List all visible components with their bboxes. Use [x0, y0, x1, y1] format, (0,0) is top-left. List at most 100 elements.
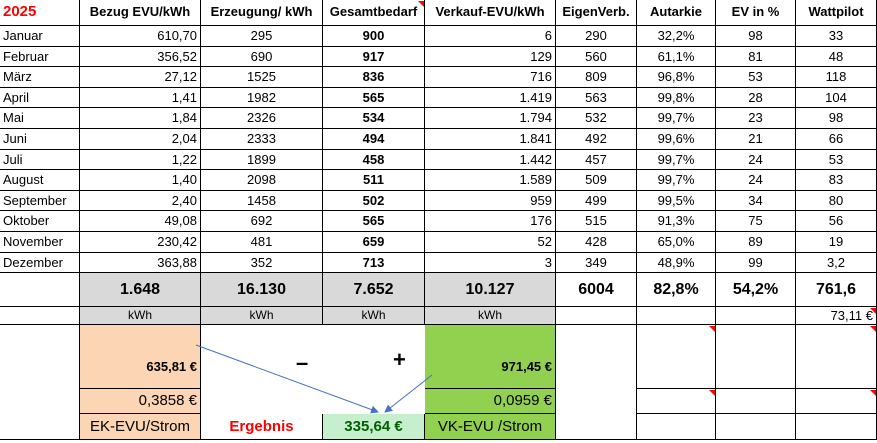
- header-bezug[interactable]: Bezug EVU/kWh: [80, 0, 201, 26]
- units-label-cell[interactable]: [0, 307, 80, 325]
- unit-erzeugung[interactable]: kWh: [201, 307, 323, 325]
- cell-eigen[interactable]: 457: [556, 150, 637, 170]
- summary-empty[interactable]: [716, 389, 796, 414]
- header-eigenverb[interactable]: EigenVerb.: [556, 0, 637, 26]
- cell-ev[interactable]: 98: [716, 26, 796, 47]
- cell-autarkie[interactable]: 99,7%: [637, 150, 716, 170]
- summary-empty[interactable]: [637, 389, 716, 414]
- summary-empty[interactable]: [716, 414, 796, 440]
- cell-erzeugung[interactable]: 2326: [201, 108, 323, 129]
- unit-bedarf[interactable]: kWh: [323, 307, 425, 325]
- cell-autarkie[interactable]: 99,7%: [637, 108, 716, 129]
- ek-price[interactable]: 0,3858 €: [80, 389, 201, 414]
- cell-ev[interactable]: 89: [716, 232, 796, 253]
- cell-autarkie[interactable]: 61,1%: [637, 47, 716, 67]
- cell-erzeugung[interactable]: 1899: [201, 150, 323, 170]
- total-bedarf[interactable]: 7.652: [323, 273, 425, 307]
- total-ev[interactable]: 54,2%: [716, 273, 796, 307]
- month-cell[interactable]: September: [0, 191, 80, 211]
- cell-autarkie[interactable]: 96,8%: [637, 67, 716, 88]
- month-cell[interactable]: Januar: [0, 26, 80, 47]
- month-cell[interactable]: Juli: [0, 150, 80, 170]
- cell-watt[interactable]: 3,2: [796, 253, 877, 273]
- month-cell[interactable]: Oktober: [0, 211, 80, 232]
- cell-watt[interactable]: 80: [796, 191, 877, 211]
- cell-erzeugung[interactable]: 1525: [201, 67, 323, 88]
- cell-erzeugung[interactable]: 295: [201, 26, 323, 47]
- cell-bezug[interactable]: 1,22: [80, 150, 201, 170]
- cell-bezug[interactable]: 1,40: [80, 170, 201, 191]
- cell-ev[interactable]: 24: [716, 150, 796, 170]
- header-erzeugung[interactable]: Erzeugung/ kWh: [201, 0, 323, 26]
- cell-autarkie[interactable]: 99,6%: [637, 129, 716, 150]
- cell-erzeugung[interactable]: 481: [201, 232, 323, 253]
- cell-erzeugung[interactable]: 1458: [201, 191, 323, 211]
- cell-bedarf[interactable]: 458: [323, 150, 425, 170]
- ek-amount[interactable]: 635,81 €: [80, 325, 201, 389]
- cell-autarkie[interactable]: 32,2%: [637, 26, 716, 47]
- unit-bezug[interactable]: kWh: [80, 307, 201, 325]
- cell-bezug[interactable]: 2,40: [80, 191, 201, 211]
- cell-ev[interactable]: 23: [716, 108, 796, 129]
- header-wattpilot[interactable]: Wattpilot: [796, 0, 877, 26]
- cell-bedarf[interactable]: 511: [323, 170, 425, 191]
- header-autarkie[interactable]: Autarkie: [637, 0, 716, 26]
- cell-eigen[interactable]: 515: [556, 211, 637, 232]
- unit-wattpilot-euro[interactable]: 73,11 €: [796, 307, 877, 325]
- year-cell[interactable]: 2025: [0, 0, 80, 26]
- cell-ev[interactable]: 81: [716, 47, 796, 67]
- ek-label[interactable]: EK-EVU/Strom: [80, 414, 201, 440]
- summary-empty[interactable]: [796, 325, 877, 389]
- cell-autarkie[interactable]: 99,8%: [637, 88, 716, 108]
- cell-ev[interactable]: 24: [716, 170, 796, 191]
- cell-bedarf[interactable]: 502: [323, 191, 425, 211]
- cell-bezug[interactable]: 356,52: [80, 47, 201, 67]
- cell-verkauf[interactable]: 716: [425, 67, 556, 88]
- cell-eigen[interactable]: 563: [556, 88, 637, 108]
- cell-eigen[interactable]: 290: [556, 26, 637, 47]
- cell-verkauf[interactable]: 959: [425, 191, 556, 211]
- summary-empty[interactable]: [796, 389, 877, 414]
- cell-ev[interactable]: 21: [716, 129, 796, 150]
- header-verkauf[interactable]: Verkauf-EVU/kWh: [425, 0, 556, 26]
- summary-empty[interactable]: [637, 325, 716, 389]
- cell-verkauf[interactable]: 129: [425, 47, 556, 67]
- cell-watt[interactable]: 19: [796, 232, 877, 253]
- summary-left-empty[interactable]: [0, 325, 80, 440]
- cell-bezug[interactable]: 1,84: [80, 108, 201, 129]
- cell-verkauf[interactable]: 52: [425, 232, 556, 253]
- cell-watt[interactable]: 66: [796, 129, 877, 150]
- cell-bedarf[interactable]: 659: [323, 232, 425, 253]
- cell-bedarf[interactable]: 713: [323, 253, 425, 273]
- header-ev-prozent[interactable]: EV in %: [716, 0, 796, 26]
- cell-autarkie[interactable]: 65,0%: [637, 232, 716, 253]
- total-watt[interactable]: 761,6: [796, 273, 877, 307]
- cell-ev[interactable]: 34: [716, 191, 796, 211]
- cell-watt[interactable]: 48: [796, 47, 877, 67]
- cell-erzeugung[interactable]: 2333: [201, 129, 323, 150]
- month-cell[interactable]: Dezember: [0, 253, 80, 273]
- cell-bezug[interactable]: 1,41: [80, 88, 201, 108]
- vk-label[interactable]: VK-EVU /Strom: [425, 414, 556, 440]
- cell-watt[interactable]: 118: [796, 67, 877, 88]
- cell-verkauf[interactable]: 1.794: [425, 108, 556, 129]
- cell-watt[interactable]: 56: [796, 211, 877, 232]
- cell-bedarf[interactable]: 917: [323, 47, 425, 67]
- cell-autarkie[interactable]: 99,7%: [637, 170, 716, 191]
- cell-bedarf[interactable]: 836: [323, 67, 425, 88]
- cell-watt[interactable]: 98: [796, 108, 877, 129]
- cell-ev[interactable]: 75: [716, 211, 796, 232]
- unit-empty[interactable]: [556, 307, 637, 325]
- total-eigen[interactable]: 6004: [556, 273, 637, 307]
- cell-bedarf[interactable]: 494: [323, 129, 425, 150]
- cell-verkauf[interactable]: 176: [425, 211, 556, 232]
- totals-label-cell[interactable]: [0, 273, 80, 307]
- month-cell[interactable]: März: [0, 67, 80, 88]
- cell-erzeugung[interactable]: 2098: [201, 170, 323, 191]
- cell-watt[interactable]: 83: [796, 170, 877, 191]
- month-cell[interactable]: November: [0, 232, 80, 253]
- cell-verkauf[interactable]: 1.841: [425, 129, 556, 150]
- month-cell[interactable]: Juni: [0, 129, 80, 150]
- cell-eigen[interactable]: 560: [556, 47, 637, 67]
- cell-verkauf[interactable]: 1.442: [425, 150, 556, 170]
